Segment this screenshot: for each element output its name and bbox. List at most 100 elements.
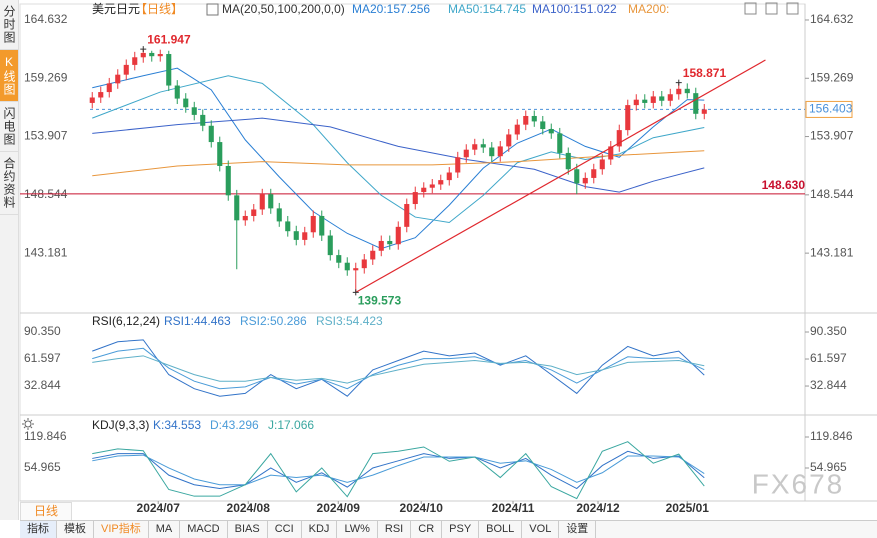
settings-icon[interactable] (22, 418, 34, 430)
candle-body (302, 232, 308, 240)
toolbar-tab[interactable]: CR (411, 521, 443, 538)
candle-body (370, 250, 376, 260)
candle-body (106, 83, 112, 93)
candle-body (293, 231, 299, 240)
indicator-line (92, 339, 705, 397)
annotation-label: 139.573 (358, 294, 402, 308)
candle-body (531, 115, 537, 122)
candle-body (599, 159, 605, 170)
toolbar: 指标 模板 VIP指标 MA MACD BIAS CCI KDJ LW% RSI CR PSY BOLL… (20, 520, 877, 538)
candle-body (157, 54, 163, 57)
h-line-label: 148.630 (762, 178, 806, 192)
sidebar-tab[interactable]: 分时图 (0, 0, 18, 50)
candle-body (191, 107, 197, 115)
candle-body (387, 240, 393, 245)
trendline (355, 59, 766, 293)
toolbar-tab[interactable]: KDJ (302, 521, 338, 538)
legend-entry: MA100:151.022 (532, 2, 617, 16)
toolbar-tab[interactable]: LW% (337, 521, 378, 538)
annotation-label: 158.871 (683, 66, 727, 80)
candle-body (225, 165, 231, 196)
y-tick-label: 54.965 (810, 460, 847, 474)
toolbar-tab[interactable]: VOL (522, 521, 560, 538)
candle-body (582, 177, 588, 184)
candle-body (276, 208, 282, 222)
candle-body (591, 169, 597, 178)
legend-entry: RSI3:54.423 (316, 314, 383, 328)
candle-body (123, 64, 129, 75)
candle-body (242, 215, 248, 221)
candle-body (506, 134, 512, 147)
toolbar-tab[interactable]: VIP指标 (94, 521, 149, 538)
period-label: 【日线】 (135, 2, 183, 16)
candle-body (319, 215, 325, 236)
last-price-box (805, 100, 853, 118)
toolbar-tab[interactable]: 指标 (20, 521, 57, 538)
candle-body (217, 142, 223, 166)
candle-body (514, 124, 520, 135)
candle-body (412, 192, 418, 205)
toolbar-tab[interactable]: MACD (180, 521, 228, 538)
window-icon[interactable] (786, 2, 799, 15)
candle-body (676, 88, 682, 95)
candle-body (89, 97, 95, 103)
toolbar-tab[interactable]: RSI (378, 521, 412, 538)
y-tick-label: 164.632 (810, 12, 854, 26)
toolbar-tab[interactable]: PSY (442, 521, 480, 538)
candle-body (378, 240, 384, 251)
candle-body (684, 88, 690, 94)
indicator-label: MA(20,50,100,200,0,0) (222, 2, 345, 16)
indicator-icon[interactable] (206, 3, 219, 16)
candle-body (98, 92, 104, 98)
annotation-label: 161.947 (147, 32, 191, 46)
x-tick-label: 2024/09 (317, 501, 361, 515)
sidebar-tab[interactable]: 闪电图 (0, 102, 18, 152)
candle-body (548, 129, 554, 134)
y-tick-label: 32.844 (810, 378, 847, 392)
chart-title: RSI(6,12,24) (92, 314, 160, 328)
candle-body (693, 93, 699, 114)
y-tick-label: 159.269 (24, 70, 68, 84)
candle-body (285, 221, 291, 232)
candle-body (421, 187, 427, 193)
candle-body (650, 96, 656, 103)
candle-body (200, 114, 206, 126)
candle-body (438, 180, 444, 185)
y-tick-label: 143.181 (24, 245, 68, 259)
toolbar-tab[interactable]: 设置 (559, 521, 597, 538)
legend-entry: RSI2:50.286 (240, 314, 307, 328)
period-button[interactable]: 日线 (20, 502, 72, 521)
window-icon[interactable] (765, 2, 778, 15)
toolbar-tab[interactable]: MA (149, 521, 181, 538)
y-tick-label: 148.544 (810, 187, 854, 201)
legend-entry: K:34.553 (153, 418, 201, 432)
y-tick-label: 153.907 (810, 129, 854, 143)
sidebar-tab[interactable]: K线图 (0, 50, 18, 102)
legend-entry: RSI1:44.463 (164, 314, 231, 328)
legend-entry: D:43.296 (210, 418, 259, 432)
x-tick-label: 2024/10 (400, 501, 444, 515)
sidebar-tab[interactable]: 合约资料 (0, 152, 18, 215)
y-tick-label: 164.632 (24, 12, 68, 26)
candle-body (574, 169, 580, 184)
candle-body (616, 130, 622, 147)
toolbar-tab[interactable]: BOLL (479, 521, 523, 538)
x-tick-label: 2025/01 (666, 501, 710, 515)
candle-body (259, 194, 265, 210)
annotation-marker (675, 79, 682, 86)
candle-body (489, 147, 495, 157)
y-tick-label: 90.350 (810, 324, 847, 338)
candle-body (140, 52, 146, 58)
candle-body (166, 54, 172, 86)
y-tick-label: 61.597 (24, 351, 61, 365)
candle-body (608, 146, 614, 160)
window-icon[interactable] (744, 2, 757, 15)
toolbar-tab[interactable]: 模板 (57, 521, 94, 538)
candle-body (642, 99, 648, 103)
toolbar-tab[interactable]: CCI (268, 521, 302, 538)
x-tick-label: 2024/11 (492, 501, 535, 515)
candle-body (540, 121, 546, 130)
toolbar-tab[interactable]: BIAS (228, 521, 268, 538)
annotation-marker (140, 46, 147, 53)
